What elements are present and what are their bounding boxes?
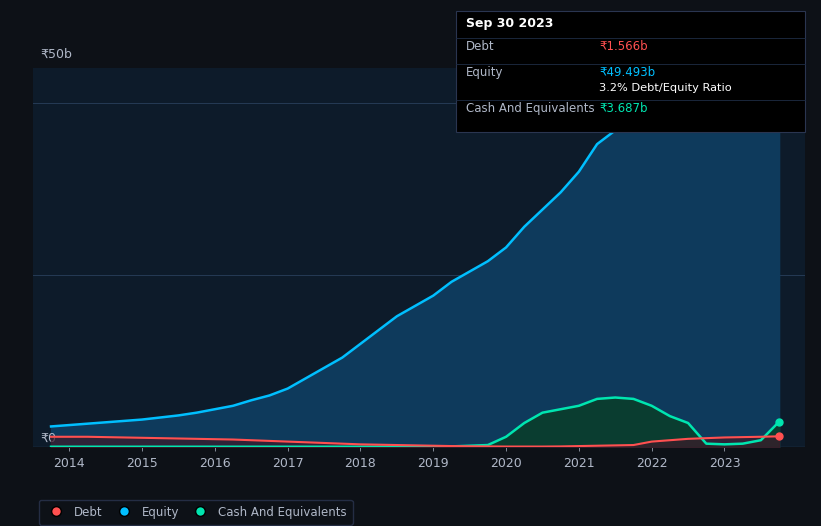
Text: ₹0: ₹0 — [40, 432, 57, 445]
Text: Cash And Equivalents: Cash And Equivalents — [466, 102, 594, 115]
Point — [773, 102, 786, 110]
Text: ₹1.566b: ₹1.566b — [599, 40, 648, 53]
Text: ₹49.493b: ₹49.493b — [599, 66, 655, 79]
Point — [773, 418, 786, 426]
Text: Equity: Equity — [466, 66, 503, 79]
Point — [773, 432, 786, 440]
Text: ₹50b: ₹50b — [40, 48, 72, 61]
Text: ₹3.687b: ₹3.687b — [599, 102, 648, 115]
Text: 3.2% Debt/Equity Ratio: 3.2% Debt/Equity Ratio — [599, 83, 732, 93]
Legend: Debt, Equity, Cash And Equivalents: Debt, Equity, Cash And Equivalents — [39, 500, 353, 524]
Text: Debt: Debt — [466, 40, 494, 53]
Text: Sep 30 2023: Sep 30 2023 — [466, 17, 553, 30]
